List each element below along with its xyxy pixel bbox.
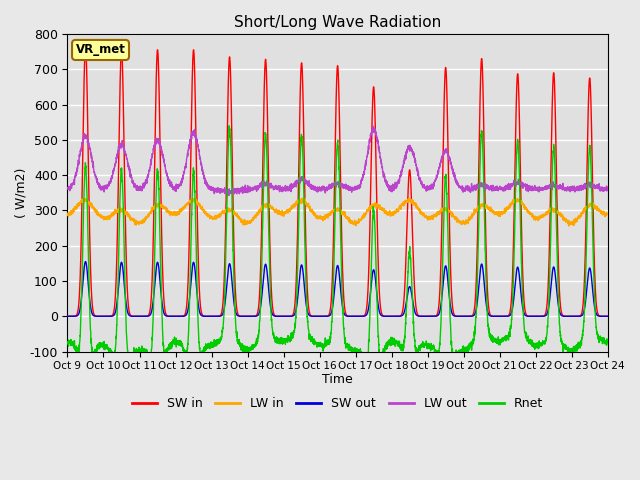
X-axis label: Time: Time: [322, 372, 353, 385]
Legend: SW in, LW in, SW out, LW out, Rnet: SW in, LW in, SW out, LW out, Rnet: [127, 392, 548, 415]
Title: Short/Long Wave Radiation: Short/Long Wave Radiation: [234, 15, 441, 30]
Y-axis label: ( W/m2): ( W/m2): [15, 168, 28, 218]
Text: VR_met: VR_met: [76, 44, 125, 57]
